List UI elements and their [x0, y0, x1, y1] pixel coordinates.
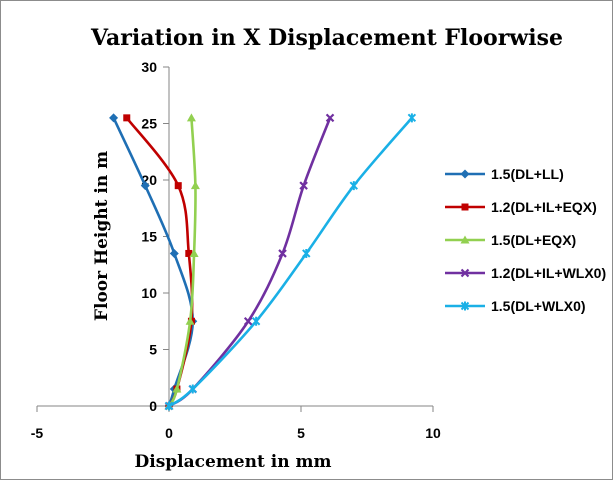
data-point [407, 113, 417, 123]
y-tick-label: 5 [149, 342, 157, 358]
y-tick-label: 10 [141, 285, 157, 301]
data-point [278, 249, 287, 258]
legend-item: 1.2(DL+IL+EQX) [445, 199, 597, 215]
data-point [251, 316, 261, 326]
data-point [140, 181, 150, 191]
data-point [174, 182, 182, 190]
x-tick-label: 5 [297, 425, 305, 441]
legend-marker [461, 203, 469, 211]
data-point [186, 113, 196, 122]
data-point [164, 401, 174, 411]
legend-marker [460, 301, 470, 311]
legend-label: 1.5(DL+WLX0) [491, 298, 586, 314]
data-point [188, 384, 197, 394]
data-point [299, 181, 308, 190]
series-line [167, 117, 197, 407]
series-5 [164, 113, 417, 411]
legend-item: 1.5(DL+LL) [445, 166, 564, 182]
y-tick-label: 25 [141, 116, 157, 132]
legend-label: 1.2(DL+IL+EQX) [491, 199, 597, 215]
x-tick-label: 0 [165, 425, 173, 441]
legend-item: 1.5(DL+EQX) [445, 232, 576, 248]
data-point [109, 113, 119, 123]
series-line [112, 117, 195, 407]
data-point [325, 113, 335, 123]
x-tick-label: 10 [425, 425, 441, 441]
data-point [243, 316, 253, 326]
legend-label: 1.2(DL+IL+WLX0) [491, 265, 606, 281]
series-line [168, 117, 413, 408]
data-point [185, 249, 193, 257]
x-tick-label: -5 [31, 425, 44, 441]
data-point [189, 248, 199, 257]
legend-item: 1.2(DL+IL+WLX0) [445, 265, 606, 281]
x-axis-title: Displacement in mm [135, 452, 332, 472]
legend-marker [460, 268, 470, 278]
series-3 [164, 113, 200, 410]
data-point [172, 384, 182, 393]
chart-title: Variation in X Displacement Floorwise [90, 25, 563, 51]
legend-label: 1.5(DL+EQX) [491, 232, 576, 248]
y-axis-title: Floor Height in m [92, 151, 112, 321]
y-tick-label: 30 [141, 59, 157, 75]
data-point [302, 248, 311, 258]
data-point [185, 316, 195, 325]
legend: 1.5(DL+LL) 1.2(DL+IL+EQX) 1.5(DL+EQX) 1.2(D… [445, 166, 606, 314]
data-point [349, 181, 359, 191]
data-point [123, 114, 131, 122]
legend-label: 1.5(DL+LL) [491, 166, 564, 182]
legend-item: 1.5(DL+WLX0) [445, 298, 586, 314]
data-point [190, 181, 200, 190]
legend-marker [460, 169, 470, 179]
data-point [169, 248, 179, 258]
y-tick-label: 0 [149, 398, 157, 414]
y-tick-label: 15 [141, 229, 157, 245]
legend-marker [460, 235, 470, 244]
